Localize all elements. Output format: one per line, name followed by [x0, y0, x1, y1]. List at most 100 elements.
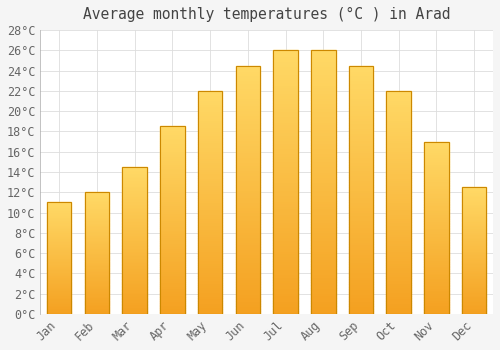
- Bar: [386, 91, 411, 314]
- Bar: [462, 257, 486, 258]
- Bar: [122, 234, 147, 236]
- Bar: [84, 238, 109, 240]
- Bar: [311, 290, 336, 293]
- Bar: [274, 230, 298, 232]
- Bar: [386, 214, 411, 216]
- Bar: [274, 124, 298, 127]
- Bar: [47, 220, 72, 221]
- Bar: [160, 303, 184, 304]
- Bar: [386, 194, 411, 196]
- Bar: [274, 243, 298, 245]
- Bar: [198, 129, 222, 131]
- Bar: [462, 275, 486, 276]
- Bar: [47, 215, 72, 216]
- Bar: [47, 265, 72, 266]
- Bar: [348, 252, 374, 254]
- Bar: [274, 95, 298, 98]
- Bar: [424, 180, 448, 181]
- Bar: [236, 222, 260, 224]
- Bar: [424, 152, 448, 154]
- Bar: [274, 251, 298, 253]
- Bar: [122, 274, 147, 276]
- Bar: [462, 230, 486, 232]
- Bar: [160, 310, 184, 312]
- Bar: [424, 302, 448, 303]
- Bar: [424, 150, 448, 152]
- Bar: [386, 216, 411, 218]
- Bar: [160, 254, 184, 256]
- Bar: [84, 243, 109, 245]
- Bar: [160, 126, 184, 128]
- Bar: [198, 265, 222, 267]
- Bar: [274, 311, 298, 314]
- Bar: [198, 171, 222, 173]
- Bar: [198, 251, 222, 254]
- Bar: [47, 243, 72, 244]
- Bar: [274, 58, 298, 61]
- Bar: [84, 201, 109, 202]
- Bar: [274, 153, 298, 156]
- Bar: [311, 172, 336, 174]
- Bar: [311, 140, 336, 142]
- Bar: [236, 162, 260, 165]
- Bar: [311, 232, 336, 235]
- Bar: [47, 250, 72, 251]
- Bar: [424, 305, 448, 307]
- Bar: [348, 103, 374, 105]
- Bar: [84, 258, 109, 259]
- Bar: [348, 304, 374, 307]
- Bar: [236, 115, 260, 118]
- Bar: [47, 308, 72, 309]
- Bar: [47, 249, 72, 250]
- Bar: [424, 257, 448, 259]
- Bar: [274, 164, 298, 166]
- Bar: [348, 307, 374, 309]
- Bar: [47, 279, 72, 280]
- Bar: [84, 232, 109, 233]
- Bar: [348, 187, 374, 190]
- Bar: [348, 207, 374, 210]
- Bar: [348, 115, 374, 118]
- Bar: [236, 219, 260, 222]
- Bar: [424, 207, 448, 209]
- Bar: [274, 135, 298, 137]
- Bar: [386, 138, 411, 140]
- Bar: [198, 274, 222, 276]
- Bar: [84, 287, 109, 288]
- Bar: [462, 196, 486, 197]
- Bar: [198, 158, 222, 160]
- Bar: [462, 187, 486, 188]
- Bar: [198, 100, 222, 102]
- Bar: [274, 79, 298, 82]
- Bar: [386, 102, 411, 104]
- Bar: [311, 301, 336, 303]
- Bar: [462, 200, 486, 201]
- Bar: [236, 65, 260, 68]
- Bar: [47, 237, 72, 238]
- Bar: [311, 295, 336, 298]
- Bar: [424, 240, 448, 242]
- Bar: [122, 261, 147, 262]
- Bar: [47, 271, 72, 272]
- Bar: [236, 110, 260, 113]
- Bar: [311, 130, 336, 132]
- Bar: [198, 211, 222, 214]
- Bar: [236, 185, 260, 187]
- Bar: [198, 269, 222, 272]
- Bar: [160, 196, 184, 198]
- Bar: [462, 291, 486, 292]
- Bar: [236, 68, 260, 70]
- Bar: [84, 253, 109, 254]
- Bar: [160, 284, 184, 286]
- Bar: [236, 207, 260, 210]
- Bar: [84, 199, 109, 201]
- Bar: [122, 299, 147, 301]
- Bar: [47, 290, 72, 292]
- Bar: [311, 77, 336, 79]
- Bar: [160, 231, 184, 233]
- Bar: [424, 281, 448, 283]
- Bar: [386, 236, 411, 238]
- Bar: [198, 214, 222, 216]
- Bar: [84, 241, 109, 242]
- Bar: [424, 178, 448, 180]
